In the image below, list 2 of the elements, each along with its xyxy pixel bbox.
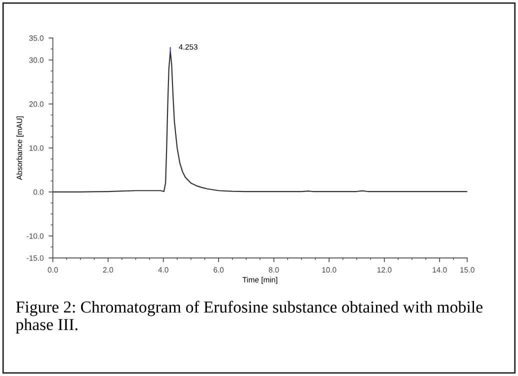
- line-series: [52, 50, 468, 193]
- caption: Figure 2: Chromatogram of Erufosine substance obtained with mobile phase III.: [16, 300, 482, 334]
